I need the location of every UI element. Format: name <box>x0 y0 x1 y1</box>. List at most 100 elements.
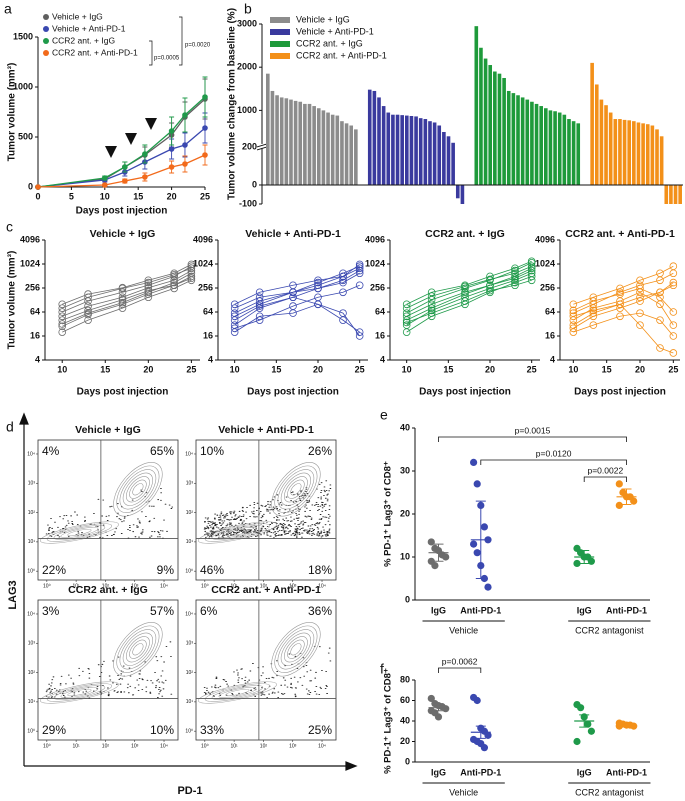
series-line <box>406 276 532 333</box>
point <box>355 260 364 269</box>
y-tick-label: 200 <box>242 141 257 151</box>
y-tick-label: 4 <box>380 354 385 364</box>
bar <box>395 114 400 185</box>
point <box>118 300 127 309</box>
y-tick-label: 10² <box>28 510 36 516</box>
bar <box>488 65 493 185</box>
significance-bracket <box>179 16 183 66</box>
point <box>434 713 443 721</box>
legend-label: Vehicle + Anti-PD-1 <box>296 26 374 36</box>
chart-title: CCR2 ant. + Anti-PD-1 <box>565 228 675 240</box>
y-tick-label: 10¹ <box>186 699 194 705</box>
point <box>656 269 664 278</box>
bar <box>553 111 557 185</box>
point <box>616 290 624 298</box>
quadrant-percent: 65% <box>150 444 174 458</box>
x-tick-label: 10² <box>260 583 268 589</box>
y-tick-label: 16 <box>545 330 555 340</box>
series-line <box>234 303 360 333</box>
y-tick-label: 10⁴ <box>27 611 35 617</box>
panel-letter: c <box>6 219 13 235</box>
y-tick-label: 256 <box>370 282 385 292</box>
point <box>584 720 592 728</box>
point <box>58 322 67 331</box>
y-tick-label: 10¹ <box>186 539 194 545</box>
significance-bracket <box>149 40 153 66</box>
bar <box>293 100 298 185</box>
point <box>589 297 598 305</box>
point <box>616 288 624 297</box>
significance-bracket <box>438 436 627 442</box>
y-tick-label: 16 <box>203 330 213 340</box>
y-tick-label: 64 <box>203 306 213 316</box>
contour <box>116 465 160 513</box>
bar <box>562 114 567 185</box>
y-tick-label: 10⁴ <box>185 451 193 457</box>
bar <box>432 122 437 185</box>
bar <box>460 184 465 204</box>
quadrant-percent: 18% <box>308 563 332 577</box>
contour <box>39 521 119 544</box>
y-tick-label: 1000 <box>237 105 257 115</box>
point <box>355 266 364 275</box>
x-tick-label: 10⁰ <box>43 743 51 749</box>
point <box>473 696 481 705</box>
point <box>58 320 67 328</box>
point <box>355 281 364 290</box>
point <box>402 304 411 312</box>
bar <box>608 112 613 185</box>
y-tick-label: 1024 <box>193 258 213 268</box>
x-tick-label: 20 <box>167 191 177 201</box>
bar <box>520 97 525 185</box>
series-line <box>573 303 674 354</box>
y-tick-label: 16 <box>375 330 385 340</box>
x-tick-label: 10 <box>568 364 578 374</box>
legend-label: CCR2 ant. + IgG <box>296 38 363 48</box>
x-tick-label: 15 <box>100 364 110 374</box>
bar <box>673 184 678 204</box>
quadrant-percent: 6% <box>200 604 218 618</box>
point <box>589 306 598 315</box>
bar <box>372 90 377 185</box>
point <box>314 276 322 285</box>
legend-swatch <box>270 41 290 47</box>
quadrant-percent: 29% <box>42 723 66 737</box>
point <box>187 266 196 275</box>
y-tick-label: 10⁴ <box>185 611 193 617</box>
bar <box>530 101 534 185</box>
point <box>669 278 678 287</box>
y-tick-label: 64 <box>375 306 385 316</box>
point <box>486 286 494 295</box>
y-tick-label: 10⁴ <box>27 451 35 457</box>
bar <box>516 95 520 185</box>
y-tick-label: 10⁰ <box>185 569 193 575</box>
point <box>84 302 92 310</box>
plot-frame <box>37 439 179 581</box>
bar <box>428 121 432 185</box>
legend-label: Vehicle + Anti-PD-1 <box>52 23 126 33</box>
x-tick-label: 5 <box>69 191 74 201</box>
bar <box>497 73 502 185</box>
point <box>461 297 469 305</box>
x-tick-label: 10³ <box>289 743 297 749</box>
bar <box>414 116 418 185</box>
legend-marker <box>43 14 49 20</box>
panel-letter: f <box>380 661 384 677</box>
bar <box>655 129 659 185</box>
error-bar <box>433 543 444 562</box>
point <box>58 304 67 312</box>
x-tick-label: IgG <box>431 767 446 777</box>
contour <box>290 643 302 656</box>
x-tick-label: 10 <box>100 191 110 201</box>
x-tick-label: 10⁴ <box>160 743 168 749</box>
series-line <box>406 260 532 305</box>
series-line <box>234 284 360 329</box>
bar <box>354 129 358 185</box>
point <box>144 281 153 290</box>
group-label: CCR2 antagonist <box>575 787 644 797</box>
bar <box>576 123 581 185</box>
x-tick-label: 10¹ <box>73 743 81 749</box>
series-line <box>234 265 360 314</box>
contour <box>225 688 250 697</box>
point <box>636 276 644 285</box>
